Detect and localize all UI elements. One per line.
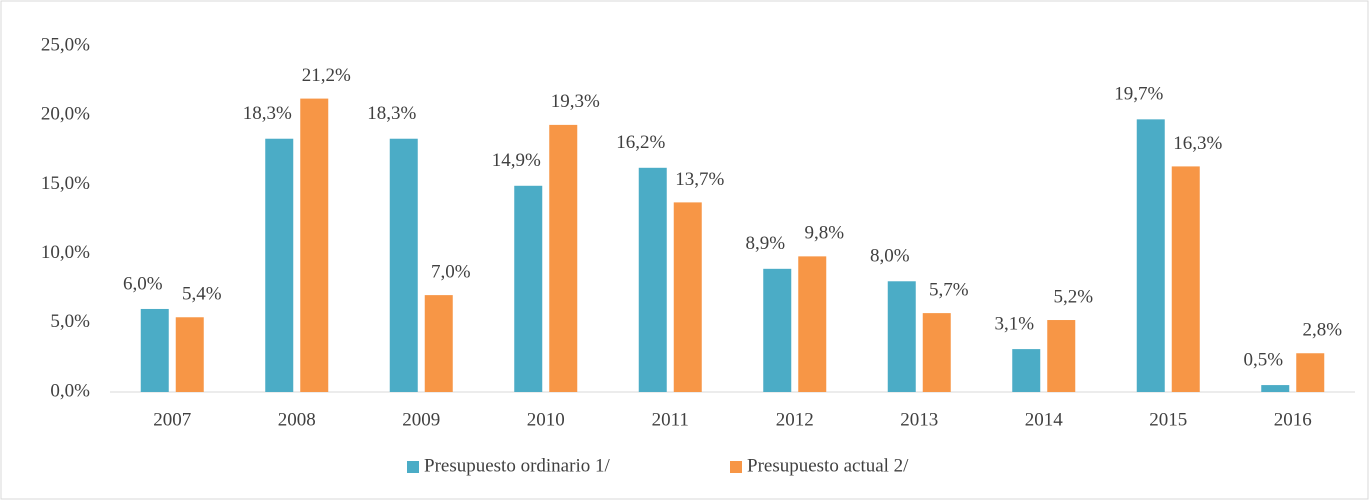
y-tick-label: 5,0% — [50, 311, 90, 332]
value-label: 8,9% — [745, 233, 785, 254]
legend-label: Presupuesto actual 2/ — [747, 455, 909, 476]
y-tick-label: 25,0% — [41, 34, 90, 55]
bar — [922, 313, 951, 392]
y-tick-label: 10,0% — [41, 242, 90, 263]
y-tick-label: 0,0% — [50, 380, 90, 401]
value-label: 19,3% — [551, 91, 600, 112]
x-tick-label: 2016 — [1274, 409, 1312, 430]
value-label: 9,8% — [804, 223, 844, 244]
x-tick-label: 2009 — [402, 409, 440, 430]
x-tick-label: 2008 — [278, 409, 316, 430]
value-label: 18,3% — [367, 103, 416, 124]
bar — [549, 124, 578, 392]
value-label: 16,3% — [1173, 133, 1222, 154]
value-label: 6,0% — [123, 273, 163, 294]
bar — [265, 138, 294, 392]
x-tick-label: 2013 — [900, 409, 938, 430]
value-label: 5,4% — [182, 284, 222, 305]
value-label: 19,7% — [1114, 84, 1163, 105]
bar — [514, 185, 543, 392]
bar — [1171, 166, 1200, 392]
value-label: 0,5% — [1243, 349, 1283, 370]
x-tick-label: 2012 — [776, 409, 814, 430]
value-label: 21,2% — [302, 65, 351, 86]
x-tick-label: 2010 — [527, 409, 565, 430]
bar — [1296, 353, 1325, 392]
bar — [798, 256, 827, 392]
bar — [300, 98, 329, 392]
value-label: 5,2% — [1053, 286, 1093, 307]
x-tick-label: 2011 — [652, 409, 689, 430]
value-label: 2,8% — [1302, 320, 1342, 341]
bar — [389, 138, 418, 392]
x-tick-label: 2007 — [153, 409, 191, 430]
value-label: 5,7% — [929, 279, 969, 300]
value-label: 18,3% — [243, 103, 292, 124]
legend-swatch — [730, 461, 742, 473]
bar — [1261, 385, 1290, 392]
bar — [638, 167, 667, 392]
bar — [1047, 320, 1076, 392]
bar — [140, 308, 169, 392]
value-label: 7,0% — [431, 261, 471, 282]
x-tick-label: 2015 — [1149, 409, 1187, 430]
y-tick-label: 15,0% — [41, 173, 90, 194]
legend-swatch — [407, 461, 419, 473]
bar — [763, 268, 792, 392]
bar — [424, 295, 453, 392]
x-tick-label: 2014 — [1025, 409, 1064, 430]
bar — [1136, 119, 1165, 393]
value-label: 13,7% — [675, 169, 724, 190]
value-label: 14,9% — [492, 150, 541, 171]
bar — [1012, 349, 1041, 392]
y-tick-label: 20,0% — [41, 104, 90, 125]
bar — [887, 281, 916, 392]
bar — [673, 202, 702, 392]
value-label: 16,2% — [616, 132, 665, 153]
value-label: 8,0% — [870, 246, 910, 267]
value-label: 3,1% — [994, 313, 1034, 334]
bar — [175, 317, 204, 392]
legend-label: Presupuesto ordinario 1/ — [424, 455, 610, 476]
